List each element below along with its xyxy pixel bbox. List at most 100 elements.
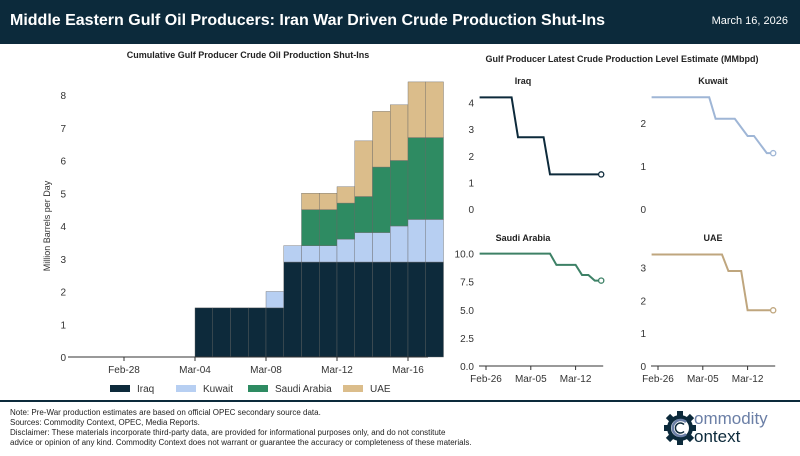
y-tick-label: 1 (640, 162, 646, 173)
bar-segment-iraq (301, 261, 320, 358)
y-tick-label: 5.0 (460, 306, 474, 317)
x-tick-label: Mar-12 (732, 374, 764, 385)
line-uae (651, 253, 774, 312)
y-tick-label: 0 (468, 205, 474, 216)
y-tick-label: 2 (640, 296, 646, 307)
bar-segment-kuwait (354, 232, 373, 263)
bar-segment-kuwait (319, 245, 338, 263)
x-tick-label: Mar-12 (560, 374, 592, 385)
footer: Note: Pre-War production estimates are b… (0, 400, 800, 447)
y-tick-label: 2 (468, 152, 474, 163)
legend-swatch (343, 385, 363, 392)
x-tick-label: Mar-08 (250, 365, 282, 376)
panel-title: UAE (703, 233, 722, 243)
y-tick-label: 3 (640, 264, 646, 275)
sources-line: Sources: Commodity Context, OPEC, Media … (10, 418, 200, 427)
bar-segment-iraq (283, 261, 302, 358)
y-tick-label: 0.0 (460, 362, 474, 373)
bar-segment-uae (425, 81, 444, 138)
disclaimer-line: Disclaimer: These materials incorporate … (10, 428, 446, 437)
bar-segment-saudi-arabia (354, 196, 373, 233)
bar-segment-saudi-arabia (407, 137, 426, 220)
latest-point-marker (597, 171, 605, 178)
bar-segment-uae (336, 186, 355, 204)
x-tick-label: Mar-04 (179, 365, 211, 376)
charts: Cumulative Gulf Producer Crude Oil Produ… (42, 50, 777, 395)
y-tick-label: 6 (60, 157, 66, 168)
bar-segment-saudi-arabia (425, 137, 444, 220)
x-tick-label: Mar-05 (515, 374, 547, 385)
y-tick-label: 4 (468, 99, 474, 110)
y-tick-label: 5 (60, 189, 66, 200)
panel-title: Iraq (515, 76, 532, 86)
y-tick-label: 4 (60, 222, 66, 233)
report-date: March 16, 2026 (711, 15, 788, 27)
latest-point-marker (597, 277, 605, 284)
latest-point-marker (769, 307, 777, 314)
panel-chart-title: Gulf Producer Latest Crude Production Le… (485, 54, 758, 64)
x-tick-label: Mar-16 (392, 365, 424, 376)
panel-title: Kuwait (698, 76, 728, 86)
bar-segment-iraq (319, 261, 338, 358)
line-saudi-arabia (479, 252, 602, 282)
bar-segment-iraq (354, 261, 373, 358)
y-tick-label: 2 (60, 288, 66, 299)
bar-segment-iraq (390, 261, 409, 358)
bar-segment-kuwait (372, 232, 391, 263)
panel-title: Saudi Arabia (496, 233, 552, 243)
footer-notes: Note: Pre-War production estimates are b… (10, 408, 610, 448)
bar-segment-iraq (194, 307, 213, 358)
bar-segment-iraq (212, 307, 231, 358)
y-tick-label: 7 (60, 124, 66, 135)
y-tick-label: 3 (468, 125, 474, 136)
line-kuwait (651, 96, 774, 155)
bar-segment-iraq (248, 307, 267, 358)
bar-segment-iraq (425, 261, 444, 358)
y-axis-label: Million Barrels per Day (42, 180, 52, 271)
bar-segment-saudi-arabia (319, 209, 338, 246)
legend-label: Iraq (137, 384, 154, 395)
bar-segment-iraq (265, 307, 284, 358)
bar-segment-saudi-arabia (390, 160, 409, 227)
gear-c-icon (664, 411, 696, 445)
bar-segment-kuwait (407, 219, 426, 263)
y-tick-label: 1 (468, 178, 474, 189)
bar-segment-uae (372, 111, 391, 168)
bar-segment-iraq (230, 307, 249, 358)
legend-label: Kuwait (203, 384, 233, 395)
bar-segment-iraq (407, 261, 426, 358)
header-bar: Middle Eastern Gulf Oil Producers: Iran … (0, 0, 800, 44)
y-tick-label: 1 (60, 320, 66, 331)
logo-word-commodity: ommodity (694, 409, 768, 428)
y-tick-label: 1 (640, 329, 646, 340)
bar-segment-kuwait (283, 245, 302, 263)
bar-segment-uae (354, 140, 373, 197)
y-tick-label: 0 (60, 353, 66, 364)
bar-segment-uae (319, 193, 338, 210)
legend-label: Saudi Arabia (275, 384, 332, 395)
legend-swatch (248, 385, 268, 392)
bar-segment-uae (301, 193, 320, 210)
bar-segment-uae (390, 104, 409, 161)
x-tick-label: Feb-28 (108, 365, 140, 376)
y-tick-label: 7.5 (460, 278, 474, 289)
bar-segment-iraq (336, 261, 355, 358)
bar-segment-kuwait (265, 291, 284, 309)
bar-segment-saudi-arabia (301, 209, 320, 246)
logo-word-context: ontext (694, 427, 741, 446)
legend-label: UAE (370, 384, 391, 395)
line-iraq (479, 96, 602, 176)
commodity-context-logo: ommodity ontext (664, 406, 784, 450)
legend-swatch (176, 385, 196, 392)
page-title: Middle Eastern Gulf Oil Producers: Iran … (10, 12, 606, 29)
bar-segment-kuwait (425, 219, 444, 263)
latest-point-marker (769, 149, 777, 157)
x-tick-label: Feb-26 (642, 374, 674, 385)
x-tick-label: Mar-05 (687, 374, 719, 385)
y-tick-label: 0 (640, 205, 646, 216)
bar-segment-kuwait (301, 245, 320, 263)
y-tick-label: 0 (640, 362, 646, 373)
bar-segment-kuwait (336, 238, 355, 263)
bar-chart-title: Cumulative Gulf Producer Crude Oil Produ… (127, 50, 370, 60)
y-tick-label: 2 (640, 119, 646, 130)
